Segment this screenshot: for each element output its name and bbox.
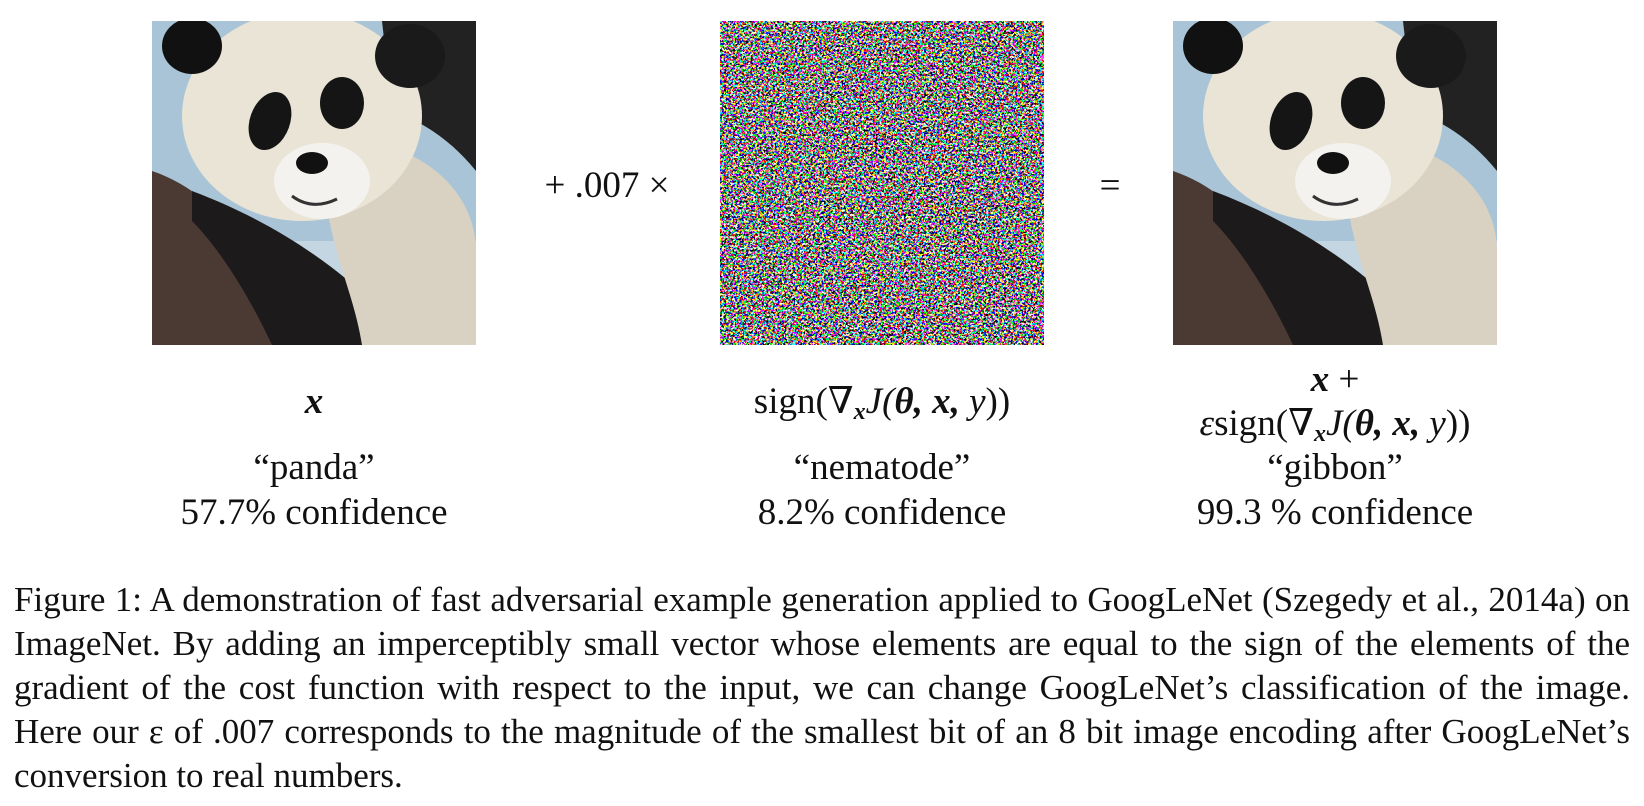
math-part: )) (985, 381, 1011, 422)
math-label: x + (1095, 358, 1575, 402)
caption: Figure 1: A demonstration of fast advers… (14, 580, 1630, 795)
confidence: 99.3 % confidence (1196, 492, 1474, 533)
class-label: “nematode” (793, 447, 971, 488)
operator: = (1099, 165, 1121, 206)
confidence: 8.2% confidence (757, 492, 1007, 533)
confidence: 57.7% confidence (180, 492, 448, 533)
math-part: y (969, 381, 986, 422)
math-label: x (74, 380, 554, 424)
math-part: sign(∇ (753, 381, 854, 422)
math-part: y (1429, 403, 1446, 444)
math-part: sign(∇ (1214, 403, 1314, 444)
math-part: J( (1325, 403, 1355, 444)
class-label: “panda” (253, 447, 375, 488)
math-part: θ, x, (894, 381, 970, 422)
math-part: x (1310, 359, 1330, 400)
noise-image (720, 21, 1044, 345)
math-part: )) (1445, 403, 1471, 444)
math-part: x (853, 399, 866, 425)
math-label: sign(∇xJ(θ, x, y)) (642, 380, 1122, 434)
math-part: + (1329, 359, 1360, 400)
panda-image (152, 21, 476, 345)
math-label: εsign(∇xJ(θ, x, y)) (1095, 402, 1575, 456)
operator: + .007 × (544, 165, 670, 206)
gibbon-image (1173, 21, 1497, 345)
math-part: θ, x, (1354, 403, 1430, 444)
math-part: x (304, 381, 324, 422)
class-label: “gibbon” (1267, 447, 1403, 488)
math-part: x (1313, 421, 1326, 447)
math-part: ε (1199, 403, 1215, 444)
math-part: J( (865, 381, 895, 422)
